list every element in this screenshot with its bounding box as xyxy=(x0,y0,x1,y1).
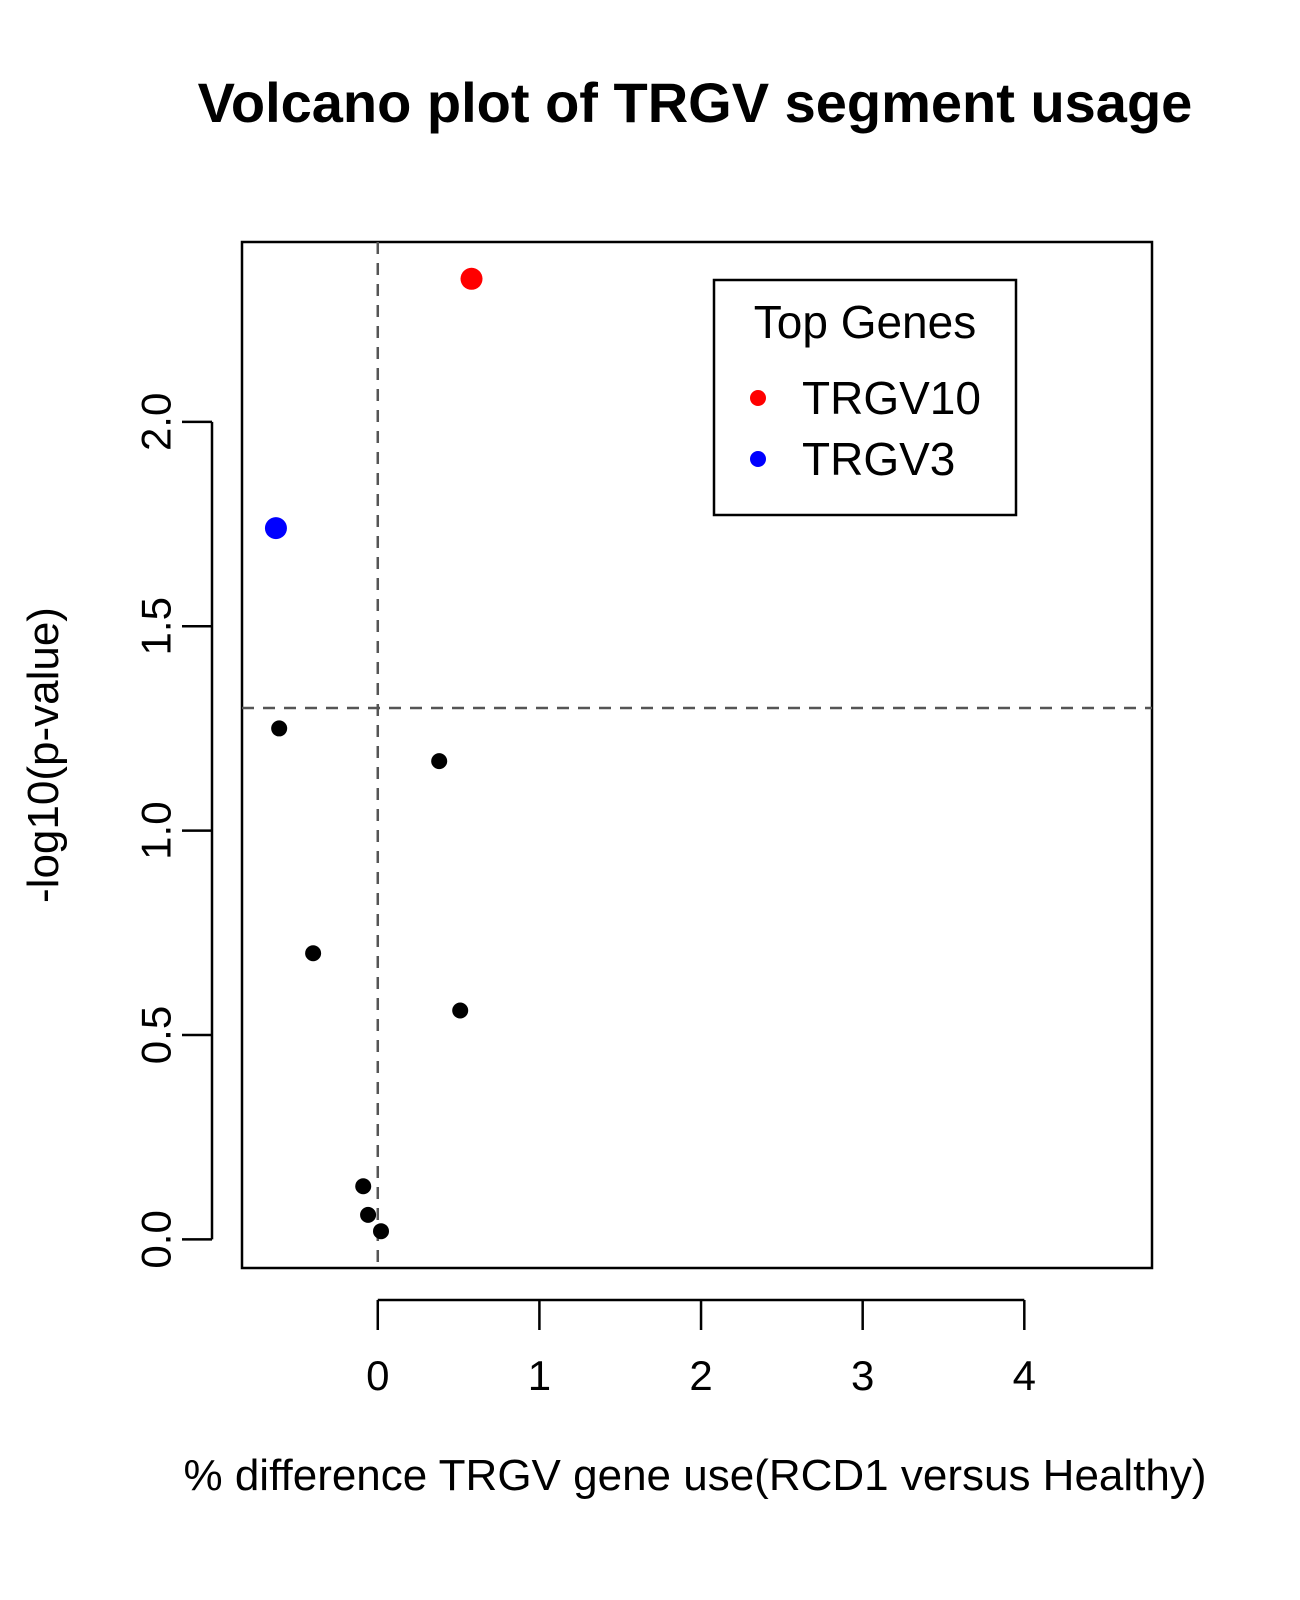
x-axis-label: % difference TRGV gene use(RCD1 versus H… xyxy=(183,1451,1206,1500)
data-point xyxy=(373,1223,390,1240)
chart-title: Volcano plot of TRGV segment usage xyxy=(198,71,1193,134)
y-tick-label: 0.5 xyxy=(133,1006,180,1064)
y-tick-label: 1.5 xyxy=(133,597,180,655)
legend-label-trgv3: TRGV3 xyxy=(802,433,955,485)
x-tick-label: 0 xyxy=(366,1352,389,1399)
data-point xyxy=(271,720,288,737)
legend-title: Top Genes xyxy=(754,296,976,348)
data-point xyxy=(360,1206,377,1223)
legend-marker-trgv10 xyxy=(750,390,766,406)
x-tick-label: 4 xyxy=(1013,1352,1036,1399)
highlighted-point-trgv10 xyxy=(460,267,483,290)
x-tick-label: 2 xyxy=(689,1352,712,1399)
y-tick-label: 2.0 xyxy=(133,393,180,451)
x-tick-label: 1 xyxy=(528,1352,551,1399)
legend-marker-trgv3 xyxy=(750,451,766,467)
reference-lines xyxy=(242,242,1152,1268)
data-point xyxy=(452,1002,469,1019)
x-tick-label: 3 xyxy=(851,1352,874,1399)
highlighted-point-trgv3 xyxy=(264,517,287,540)
data-point xyxy=(431,753,448,770)
x-axis: 0 1 2 3 4 xyxy=(366,1298,1036,1399)
y-axis: 0.0 0.5 1.0 1.5 2.0 xyxy=(133,393,214,1269)
plot-area-frame xyxy=(240,240,1154,1270)
legend-entries: TRGV10 TRGV3 xyxy=(750,372,981,485)
legend: Top Genes TRGV10 TRGV3 xyxy=(712,278,1018,517)
y-tick-label: 1.0 xyxy=(133,801,180,859)
legend-label-trgv10: TRGV10 xyxy=(802,372,981,424)
y-axis-label: -log10(p-value) xyxy=(19,607,68,903)
y-tick-label: 0.0 xyxy=(133,1210,180,1268)
data-points xyxy=(264,267,483,1240)
data-point xyxy=(305,945,322,962)
data-point xyxy=(355,1178,372,1195)
